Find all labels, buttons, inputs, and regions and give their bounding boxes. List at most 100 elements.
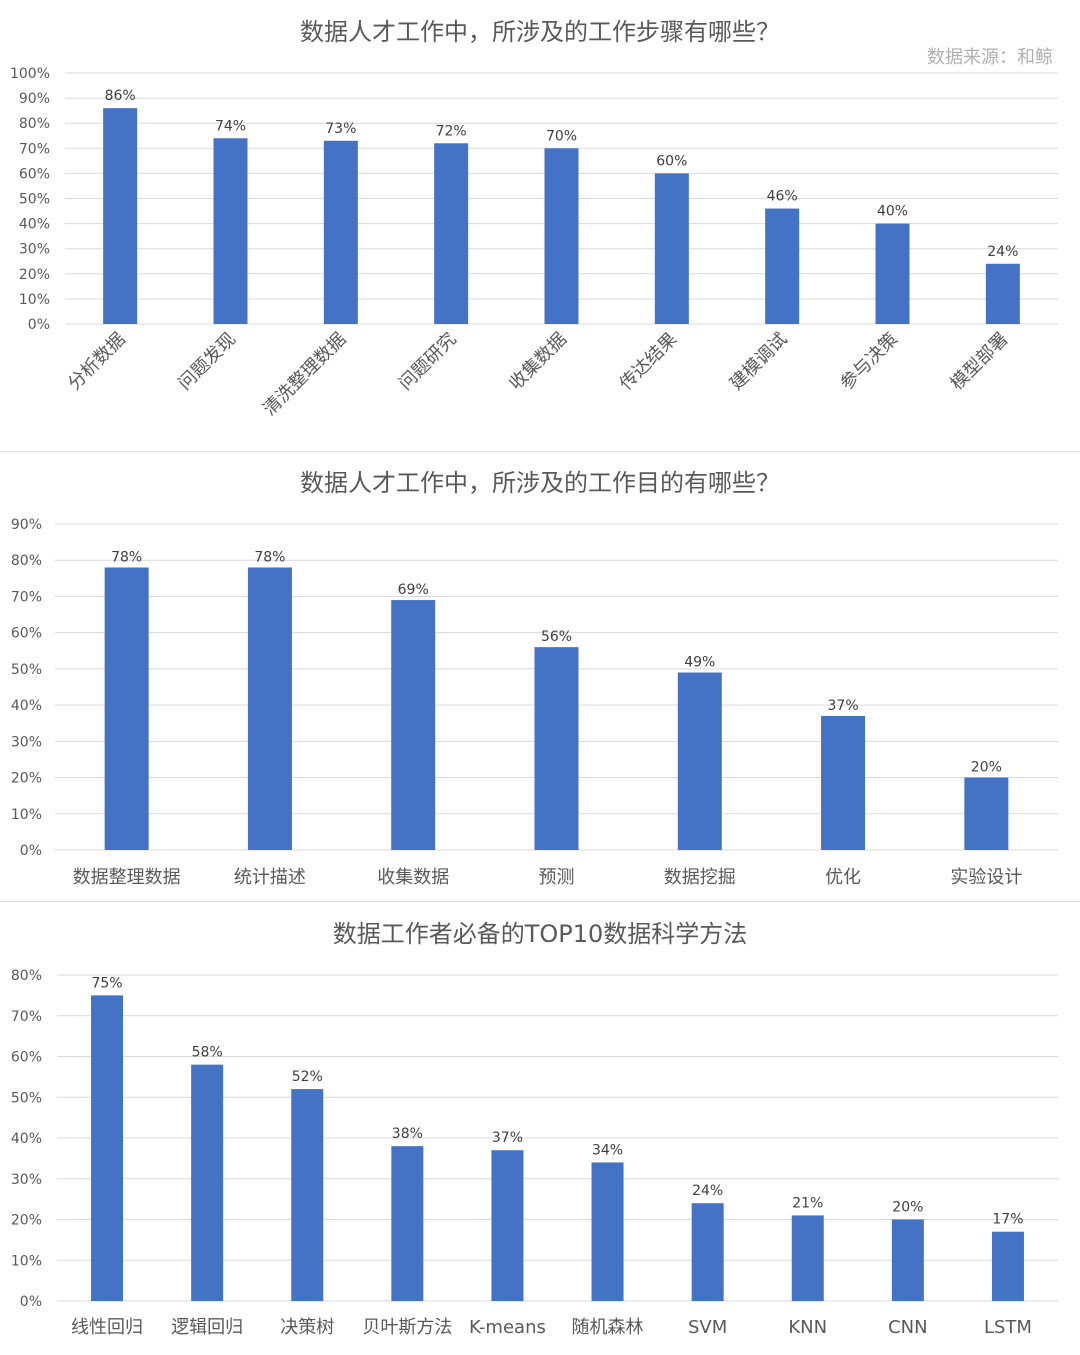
data-label: 78% [254,549,285,565]
bar [191,1064,224,1301]
y-tick-label: 50% [11,1090,42,1106]
category-label: 清洗整理数据 [259,329,350,420]
y-tick-label: 60% [11,626,42,642]
bar [491,1150,524,1301]
category-label: 分析数据 [64,329,130,395]
bar [875,223,910,324]
y-tick-label: 30% [11,734,42,750]
category-label: 预测 [539,867,575,888]
bar [544,148,579,324]
category-label: 线性回归 [71,1317,143,1338]
bar [323,140,358,324]
category-label: LSTM [984,1317,1032,1338]
y-tick-label: 40% [11,698,42,714]
y-tick-label: 80% [19,116,50,132]
y-tick-label: 40% [19,217,50,233]
data-label: 37% [828,698,859,714]
data-label: 75% [91,975,122,991]
chart-title: 数据人才工作中，所涉及的工作步骤有哪些？ [300,18,780,46]
category-label: 传达结果 [616,329,682,395]
chart-panel-top10-methods: 数据工作者必备的TOP10数据科学方法 0% 10% 20% 30% 40% 50% 60% 7… [0,901,1080,1355]
bar [765,208,800,324]
category-label: 收集数据 [505,329,571,395]
y-tick-label: 0% [20,843,42,859]
data-label: 73% [325,121,356,137]
y-tick-label: 70% [11,1009,42,1025]
bar [434,143,469,324]
y-tick-label: 10% [11,1253,42,1269]
data-label: 78% [111,549,142,565]
bar [691,1203,724,1301]
data-label: 46% [767,189,798,205]
y-tick-label: 60% [11,1050,42,1066]
y-tick-label: 40% [11,1131,42,1147]
y-tick-label: 20% [11,771,42,787]
y-tick-label: 70% [11,589,42,605]
data-label: 56% [541,629,572,645]
y-tick-label: 20% [11,1213,42,1229]
y-tick-label: 50% [19,192,50,208]
data-label: 37% [492,1130,523,1146]
chart-work-purposes: 数据人才工作中，所涉及的工作目的有哪些？ 0% 10% 20% 30% 40% 50% 60%… [11,469,1058,888]
bar [391,1146,424,1301]
bar [991,1231,1024,1301]
bar [891,1219,924,1301]
bar [91,995,124,1301]
category-label: CNN [888,1317,928,1338]
category-label: 建模调试 [726,329,792,395]
chart-top10-methods: 数据工作者必备的TOP10数据科学方法 0% 10% 20% 30% 40% 50% 60% 7… [11,920,1058,1338]
data-source-label: 数据来源：和鲸 [927,47,1053,68]
category-label: 模型部署 [947,329,1013,395]
data-label: 60% [656,153,687,169]
category-label: K-means [469,1317,546,1338]
bar [391,600,436,850]
bar [677,672,722,850]
category-label: 优化 [825,867,861,888]
data-label: 72% [436,123,467,139]
data-label: 20% [892,1200,923,1216]
y-tick-label: 80% [11,553,42,569]
bar [103,108,138,324]
data-label: 49% [684,655,715,671]
y-tick-label: 0% [28,317,50,333]
data-label: 20% [971,760,1002,776]
category-label: 问题研究 [395,329,461,395]
category-label: KNN [788,1317,827,1338]
bar [247,567,292,850]
y-tick-label: 20% [19,267,50,283]
category-label: 逻辑回归 [171,1317,243,1338]
data-label: 40% [877,204,908,220]
bar [291,1089,324,1301]
data-label: 58% [192,1045,223,1061]
category-label: 问题发现 [174,329,240,395]
category-label: 随机森林 [572,1317,644,1338]
bar [654,173,689,324]
data-label: 17% [992,1212,1023,1228]
data-label: 86% [105,88,136,104]
bar [791,1215,824,1301]
category-label: SVM [688,1317,727,1338]
chart-title: 数据人才工作中，所涉及的工作目的有哪些？ [300,469,780,497]
bar [964,777,1009,850]
chart-title: 数据工作者必备的TOP10数据科学方法 [333,920,748,948]
category-label: 贝叶斯方法 [362,1317,452,1338]
category-label: 统计描述 [234,867,306,888]
category-label: 数据挖掘 [664,867,736,888]
y-tick-label: 70% [19,141,50,157]
chart-work-steps: 数据人才工作中，所涉及的工作步骤有哪些？ 数据来源：和鲸 0% 10% 20% 30% 40… [10,18,1058,420]
bar [591,1162,624,1301]
y-tick-label: 10% [11,807,42,823]
category-label: 参与决策 [836,329,902,395]
data-label: 24% [987,244,1018,260]
category-label: 收集数据 [377,867,449,888]
bar [104,567,149,850]
data-label: 38% [392,1126,423,1142]
bar [213,138,248,324]
bar [534,647,579,850]
bar [985,263,1020,324]
y-tick-label: 0% [20,1294,42,1310]
category-label: 实验设计 [950,867,1022,888]
data-label: 24% [692,1183,723,1199]
y-tick-label: 90% [11,517,42,533]
category-label: 数据整理数据 [73,867,181,888]
